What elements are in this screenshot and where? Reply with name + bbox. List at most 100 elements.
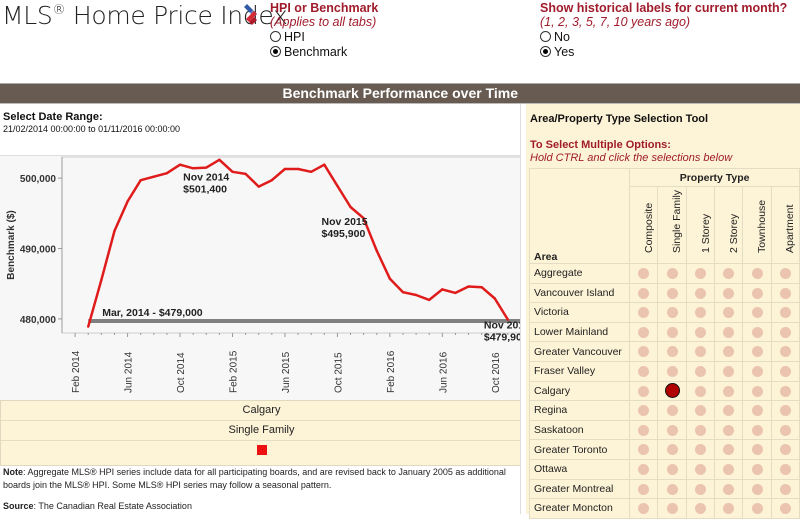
- area-label[interactable]: Victoria: [528, 302, 631, 323]
- selection-dot[interactable]: [695, 444, 707, 456]
- area-label[interactable]: Greater Moncton: [528, 498, 631, 519]
- selection-cell[interactable]: [770, 498, 800, 519]
- selection-cell[interactable]: [770, 478, 800, 500]
- selection-cell[interactable]: [657, 419, 688, 441]
- selection-dot[interactable]: [751, 287, 763, 299]
- area-label[interactable]: Ottawa: [528, 458, 631, 480]
- selection-dot[interactable]: [695, 307, 707, 319]
- selection-dot[interactable]: [723, 365, 735, 377]
- selection-cell[interactable]: [657, 380, 688, 402]
- selection-cell[interactable]: [714, 439, 744, 460]
- selection-dot[interactable]: [779, 444, 791, 456]
- selection-dot[interactable]: [695, 405, 707, 417]
- area-label[interactable]: Saskatoon: [528, 419, 631, 441]
- selection-cell[interactable]: [657, 458, 688, 480]
- selection-dot[interactable]: [638, 307, 650, 319]
- selection-cell[interactable]: [770, 419, 800, 441]
- selection-cell[interactable]: [629, 439, 659, 460]
- selection-cell[interactable]: [770, 439, 800, 460]
- selection-dot[interactable]: [723, 346, 735, 358]
- selection-cell[interactable]: [714, 478, 744, 500]
- selection-cell[interactable]: [770, 380, 800, 402]
- selection-cell[interactable]: [742, 360, 772, 382]
- selection-cell[interactable]: [770, 321, 800, 343]
- selection-cell[interactable]: [714, 263, 744, 284]
- selection-cell[interactable]: [686, 321, 716, 343]
- selection-cell[interactable]: [742, 400, 772, 421]
- selection-dot[interactable]: [751, 365, 763, 377]
- selection-dot[interactable]: [695, 424, 707, 436]
- area-label[interactable]: Greater Vancouver: [528, 341, 631, 362]
- selection-dot[interactable]: [695, 268, 707, 280]
- selection-dot[interactable]: [751, 268, 763, 280]
- selection-cell[interactable]: [770, 360, 800, 382]
- selection-dot[interactable]: [638, 365, 650, 377]
- selection-cell[interactable]: [770, 282, 800, 304]
- selection-dot[interactable]: [666, 287, 678, 299]
- property-type-composite[interactable]: Composite: [629, 186, 659, 264]
- selection-dot[interactable]: [723, 424, 735, 436]
- selection-dot[interactable]: [666, 268, 678, 280]
- selection-dot[interactable]: [638, 424, 650, 436]
- selection-cell[interactable]: [742, 498, 772, 519]
- selection-dot[interactable]: [638, 483, 650, 495]
- selection-dot[interactable]: [779, 287, 791, 299]
- selection-dot[interactable]: [751, 346, 763, 358]
- selection-cell[interactable]: [714, 400, 744, 421]
- selection-dot[interactable]: [779, 405, 791, 417]
- selection-cell[interactable]: [686, 341, 716, 362]
- selection-cell[interactable]: [742, 419, 772, 441]
- area-label[interactable]: Regina: [528, 400, 631, 421]
- selection-cell[interactable]: [686, 498, 716, 519]
- selection-cell[interactable]: [629, 263, 659, 284]
- selection-cell[interactable]: [742, 478, 772, 500]
- selection-cell[interactable]: [686, 458, 716, 480]
- selection-cell[interactable]: [714, 458, 744, 480]
- selection-dot[interactable]: [751, 307, 763, 319]
- selection-cell[interactable]: [657, 341, 688, 362]
- selection-cell[interactable]: [686, 478, 716, 500]
- selection-cell[interactable]: [686, 380, 716, 402]
- selected-dot[interactable]: [664, 383, 680, 399]
- selection-cell[interactable]: [629, 282, 659, 304]
- radio-no-circle[interactable]: [540, 31, 551, 42]
- selection-dot[interactable]: [723, 307, 735, 319]
- selection-dot[interactable]: [666, 444, 678, 456]
- area-label[interactable]: Greater Montreal: [528, 478, 631, 500]
- radio-yes[interactable]: Yes: [540, 44, 787, 59]
- selection-cell[interactable]: [686, 263, 716, 284]
- selection-cell[interactable]: [742, 458, 772, 480]
- selection-dot[interactable]: [638, 385, 650, 397]
- selection-cell[interactable]: [657, 400, 688, 421]
- radio-benchmark[interactable]: Benchmark: [270, 44, 378, 59]
- selection-cell[interactable]: [770, 341, 800, 362]
- selection-dot[interactable]: [638, 346, 650, 358]
- selection-dot[interactable]: [666, 365, 678, 377]
- area-label[interactable]: Calgary: [528, 380, 631, 402]
- selection-dot[interactable]: [666, 346, 678, 358]
- radio-hpi-circle[interactable]: [270, 31, 281, 42]
- selection-dot[interactable]: [723, 405, 735, 417]
- selection-dot[interactable]: [779, 463, 791, 475]
- selection-cell[interactable]: [742, 341, 772, 362]
- selection-cell[interactable]: [686, 302, 716, 323]
- selection-cell[interactable]: [657, 498, 688, 519]
- selection-cell[interactable]: [657, 478, 688, 500]
- selection-dot[interactable]: [751, 503, 763, 515]
- selection-dot[interactable]: [779, 385, 791, 397]
- selection-dot[interactable]: [695, 503, 707, 515]
- selection-dot[interactable]: [638, 503, 650, 515]
- selection-dot[interactable]: [638, 326, 650, 338]
- selection-dot[interactable]: [779, 503, 791, 515]
- selection-dot[interactable]: [723, 463, 735, 475]
- selection-dot[interactable]: [638, 444, 650, 456]
- selection-dot[interactable]: [638, 405, 650, 417]
- selection-dot[interactable]: [695, 463, 707, 475]
- selection-dot[interactable]: [723, 503, 735, 515]
- date-range-value[interactable]: 21/02/2014 00:00:00 to 01/11/2016 00:00:…: [3, 124, 180, 134]
- selection-dot[interactable]: [751, 463, 763, 475]
- selection-dot[interactable]: [695, 385, 707, 397]
- selection-dot[interactable]: [723, 444, 735, 456]
- selection-cell[interactable]: [714, 321, 744, 343]
- selection-cell[interactable]: [770, 400, 800, 421]
